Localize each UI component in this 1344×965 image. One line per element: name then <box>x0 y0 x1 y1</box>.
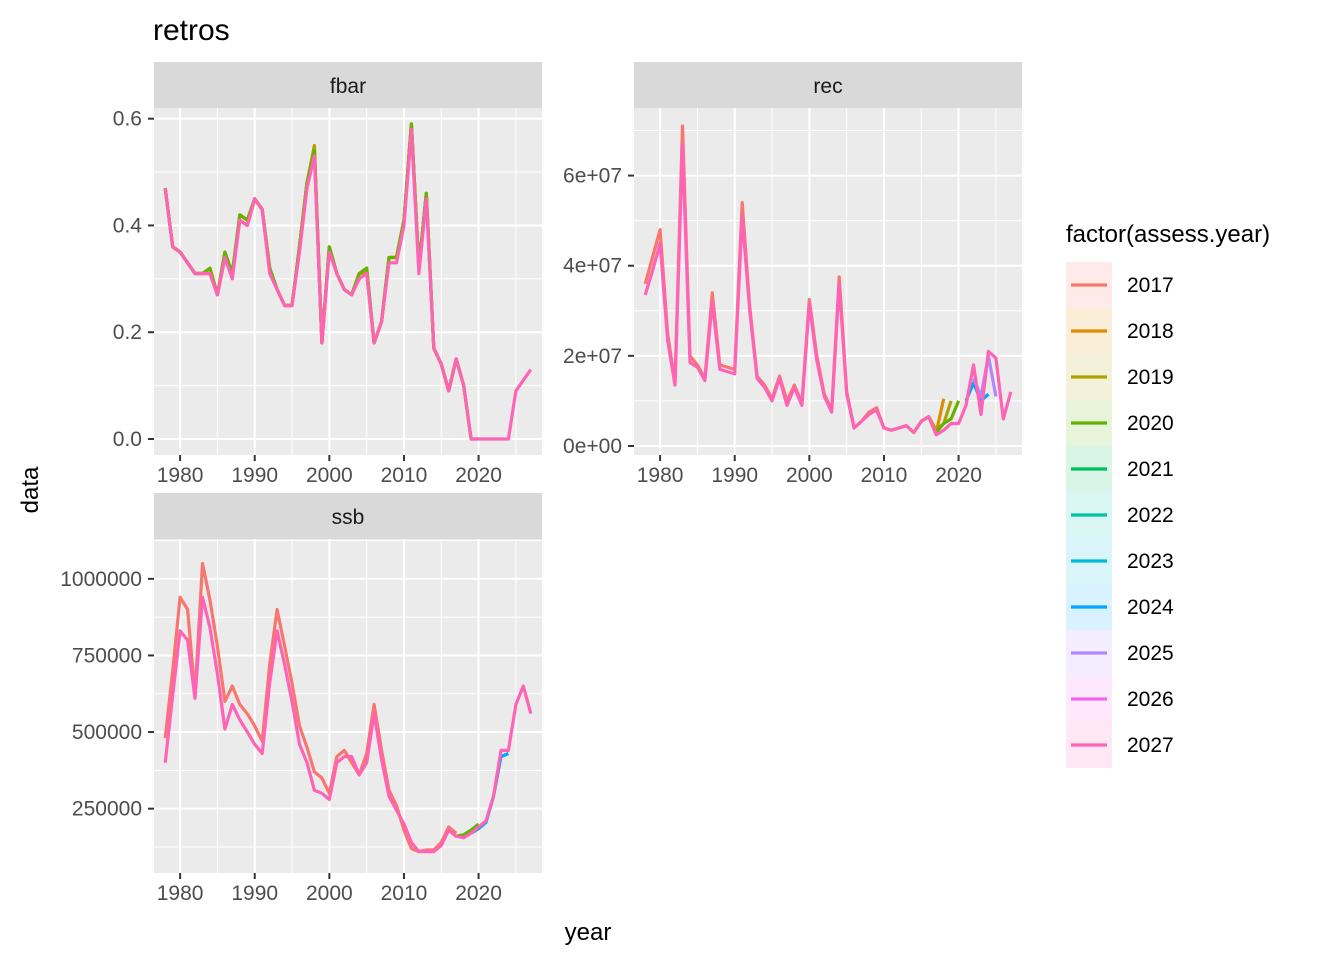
x-tick-label: 2000 <box>786 464 833 487</box>
legend-item-2026: 2026 <box>1066 676 1174 722</box>
y-tick-label: 2e+07 <box>563 345 622 368</box>
legend-item-2019: 2019 <box>1066 354 1174 400</box>
x-tick-label: 2000 <box>306 464 353 487</box>
legend-label: 2027 <box>1127 734 1174 757</box>
series-line-2020 <box>934 400 961 434</box>
y-tick-label: 250000 <box>72 798 142 821</box>
facet-strip-label: ssb <box>332 506 365 529</box>
y-tick-label: 0.4 <box>113 214 143 237</box>
legend-label: 2026 <box>1127 688 1174 711</box>
panel-ssb: ssb 1980 1990 2000 2010 2020 250000 500000 75000… <box>60 493 542 905</box>
chart-title: retros <box>153 14 230 47</box>
panel-rec: rec 1980 1990 2000 2010 2020 0e+00 2e+07 4e+07 6e… <box>563 62 1022 487</box>
legend-label: 2022 <box>1127 504 1174 527</box>
x-tick-label: 2010 <box>381 464 428 487</box>
legend-item-2018: 2018 <box>1066 308 1174 354</box>
x-tick-label: 2020 <box>455 882 502 905</box>
x-tick-label: 1980 <box>157 882 204 905</box>
y-tick-label: 4e+07 <box>563 255 622 278</box>
x-axis-label: year <box>565 919 612 946</box>
legend-label: 2019 <box>1127 366 1174 389</box>
series-line-2027 <box>643 142 1013 437</box>
y-tick-label: 1000000 <box>60 568 142 591</box>
facet-panels: fbar 1980 1990 2000 2010 2020 0.0 0.2 0.4 0.6 rec 1… <box>60 62 1022 905</box>
legend-item-2025: 2025 <box>1066 630 1174 676</box>
x-tick-label: 2020 <box>455 464 502 487</box>
facet-strip-label: fbar <box>330 75 366 98</box>
legend-items: 2017 2018 2019 2020 2021 2022 2023 2024 2025 2026… <box>1066 262 1174 768</box>
legend-label: 2018 <box>1127 320 1174 343</box>
legend-item-2021: 2021 <box>1066 446 1174 492</box>
legend-title: factor(assess.year) <box>1066 221 1270 248</box>
panel-background <box>634 108 1022 455</box>
x-tick-label: 1980 <box>157 464 204 487</box>
x-tick-label: 1990 <box>231 464 278 487</box>
legend-item-2024: 2024 <box>1066 584 1174 630</box>
y-tick-label: 750000 <box>72 644 142 667</box>
legend-item-2022: 2022 <box>1066 492 1174 538</box>
legend-label: 2021 <box>1127 458 1174 481</box>
legend-label: 2023 <box>1127 550 1174 573</box>
series-line-2017 <box>163 561 458 854</box>
y-tick-label: 500000 <box>72 721 142 744</box>
legend-item-2023: 2023 <box>1066 538 1174 584</box>
y-tick-label: 0.2 <box>113 321 142 344</box>
x-tick-label: 2010 <box>861 464 908 487</box>
x-tick-label: 1990 <box>711 464 758 487</box>
legend-item-2020: 2020 <box>1066 400 1174 446</box>
legend: factor(assess.year) 2017 2018 2019 2020 2021… <box>1066 221 1270 768</box>
series-line-2027 <box>163 127 533 441</box>
panel-background <box>154 539 542 873</box>
facet-strip-label: rec <box>813 75 842 98</box>
facet-strip <box>154 493 542 539</box>
legend-label: 2025 <box>1127 642 1174 665</box>
y-tick-label: 6e+07 <box>563 165 622 188</box>
y-axis-label: data <box>17 466 44 513</box>
legend-item-2017: 2017 <box>1066 262 1174 308</box>
y-tick-label: 0.0 <box>113 428 142 451</box>
series-line-2027 <box>163 595 533 854</box>
facet-strip <box>154 62 542 108</box>
y-tick-label: 0e+00 <box>563 435 622 458</box>
legend-item-2027: 2027 <box>1066 722 1174 768</box>
legend-label: 2020 <box>1127 412 1174 435</box>
facet-strip <box>634 62 1022 108</box>
panel-fbar: fbar 1980 1990 2000 2010 2020 0.0 0.2 0.4 0.6 <box>113 62 542 487</box>
legend-label: 2017 <box>1127 274 1174 297</box>
x-tick-label: 2000 <box>306 882 353 905</box>
x-tick-label: 1990 <box>231 882 278 905</box>
y-tick-label: 0.6 <box>113 108 142 131</box>
x-tick-label: 2020 <box>935 464 982 487</box>
legend-label: 2024 <box>1127 596 1174 619</box>
x-tick-label: 1980 <box>637 464 684 487</box>
x-tick-label: 2010 <box>381 882 428 905</box>
